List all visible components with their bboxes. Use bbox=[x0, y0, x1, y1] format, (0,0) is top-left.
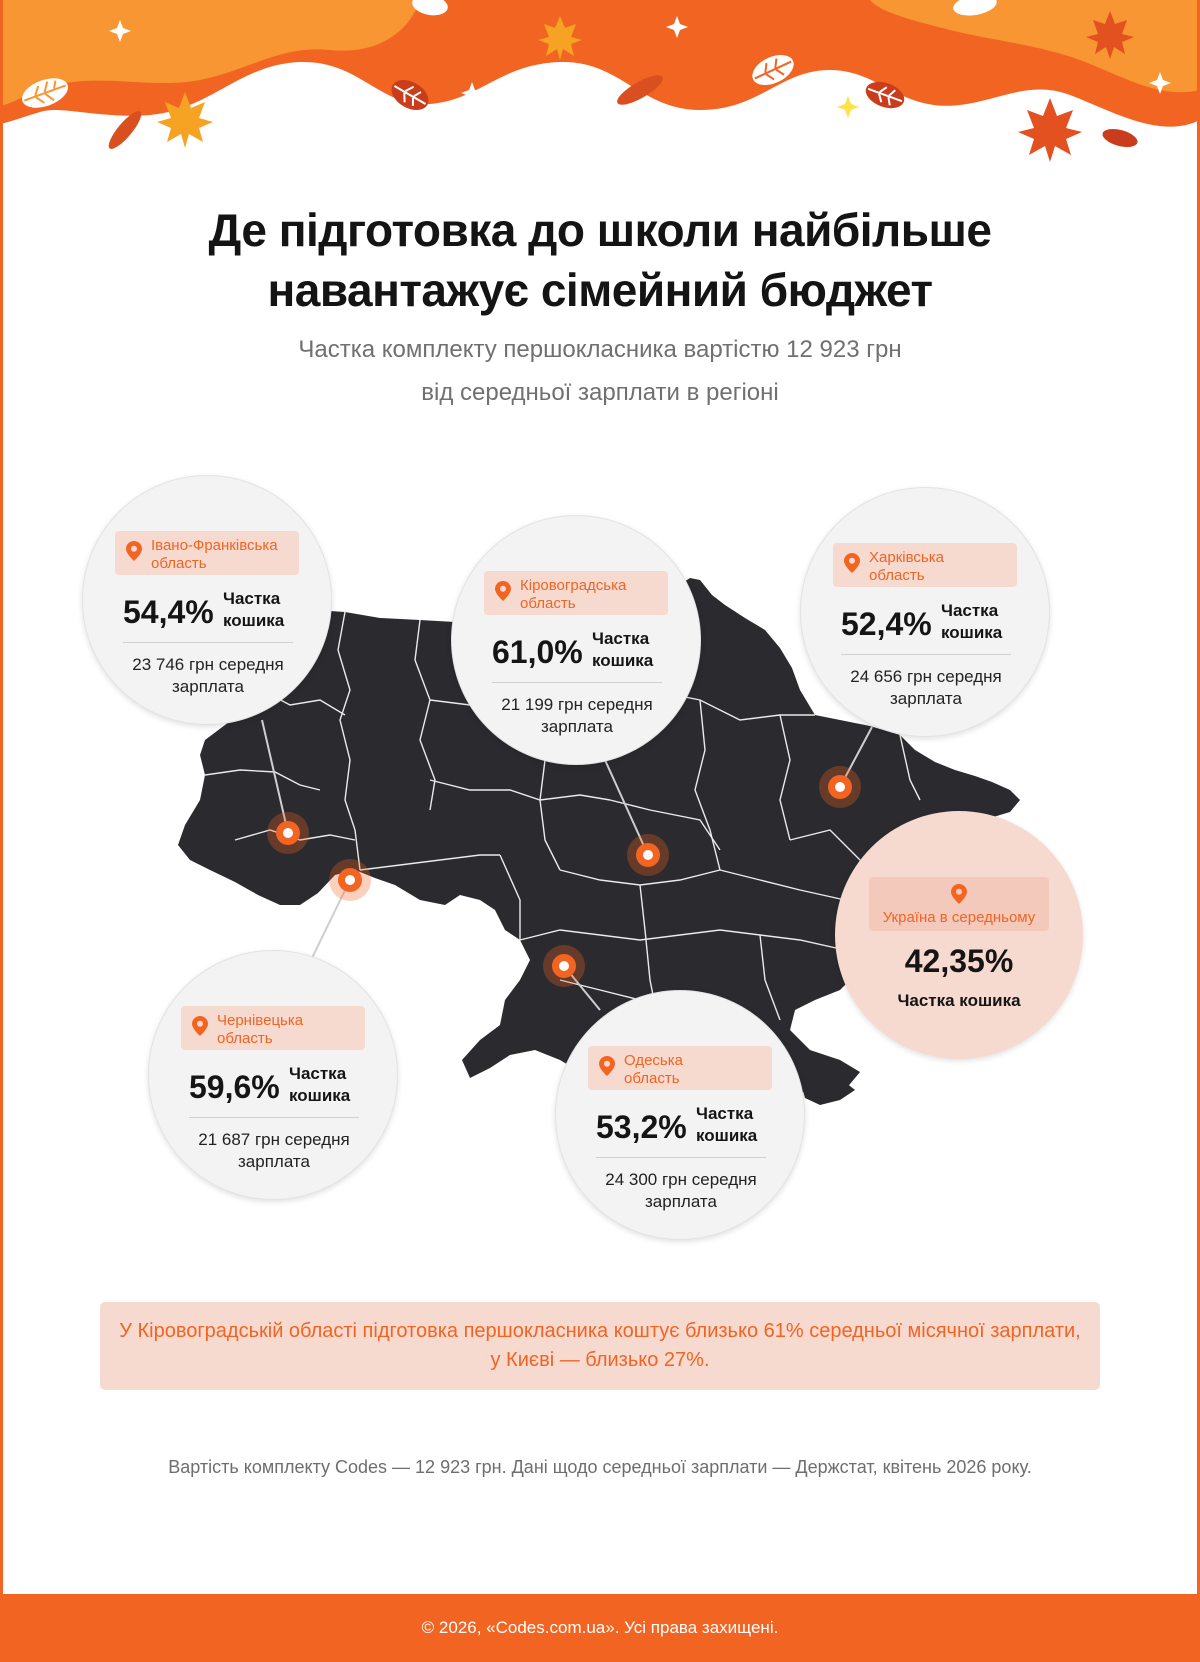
card-divider bbox=[492, 682, 662, 683]
share-label: Частка кошика bbox=[941, 601, 1003, 642]
autumn-leaf-icon bbox=[1102, 128, 1138, 148]
highlight-note: У Кіровоградській області підготовка пер… bbox=[100, 1302, 1100, 1390]
card-divider bbox=[123, 642, 293, 643]
region-name-tag: Кіровоградська область bbox=[484, 571, 668, 615]
region-name-tag: Івано-Франківська область bbox=[115, 531, 299, 575]
map-pin-icon bbox=[126, 541, 142, 561]
region-name-tag: Одеська область bbox=[588, 1046, 772, 1090]
average-salary: 24 300 грн середня зарплата bbox=[605, 1170, 757, 1211]
card-divider bbox=[596, 1157, 766, 1158]
connector-line-odesa bbox=[563, 965, 601, 1011]
maple-leaf-icon bbox=[538, 16, 582, 60]
map-pin-icon bbox=[599, 1056, 615, 1076]
share-label: Частка кошика bbox=[592, 629, 654, 670]
autumn-leaf-icon bbox=[391, 79, 429, 111]
autumn-leaf-icon bbox=[108, 111, 142, 149]
autumn-leaf-icon bbox=[412, 0, 448, 16]
map-marker-odesa bbox=[543, 945, 585, 987]
autumn-leaf-icon bbox=[22, 78, 68, 108]
autumn-leaf-icon bbox=[752, 54, 794, 86]
autumn-leaf-icon bbox=[617, 75, 663, 105]
average-salary: 21 687 грн середня зарплата bbox=[198, 1130, 350, 1171]
connector-line-kharkiv bbox=[839, 726, 873, 788]
share-percent: 52,4% bbox=[841, 606, 932, 642]
connector-line-chernivtsi bbox=[311, 879, 351, 959]
map-pin-icon bbox=[192, 1016, 208, 1036]
autumn-leaf-icon bbox=[865, 81, 905, 109]
average-salary: 23 746 грн середня зарплата bbox=[132, 655, 284, 696]
map-marker-ivano-frankivsk bbox=[267, 812, 309, 854]
page-subtitle: Частка комплекту першокласника вартістю … bbox=[298, 336, 902, 406]
region-name-tag: Чернівецька область bbox=[181, 1006, 365, 1050]
map-pin-icon bbox=[844, 553, 860, 573]
share-percent: 54,4% bbox=[123, 594, 214, 630]
region-card-ivano-frankivsk: Івано-Франківська область 54,4% Частка к… bbox=[82, 475, 332, 725]
map-marker-kirovohrad bbox=[627, 834, 669, 876]
map-marker-chernivtsi bbox=[329, 859, 371, 901]
copyright-text: © 2026, «Codes.com.ua». Усі права захище… bbox=[421, 1618, 779, 1637]
region-name-tag: Харківська область bbox=[833, 543, 1017, 587]
maple-leaf-icon bbox=[157, 92, 213, 148]
average-share-percent: 42,35% bbox=[904, 943, 1014, 979]
ukraine-average-card: Україна в середньому 42,35% Частка кошик… bbox=[835, 811, 1083, 1059]
average-salary: 24 656 грн середня зарплата bbox=[850, 667, 1002, 708]
map-crimea-shape bbox=[800, 1075, 855, 1105]
header-autumn-wave bbox=[0, 0, 1200, 162]
region-card-kharkiv: Харківська область 52,4% Частка кошика 2… bbox=[800, 487, 1050, 737]
share-percent: 53,2% bbox=[596, 1109, 687, 1145]
average-name-tag: Україна в середньому bbox=[869, 877, 1049, 931]
sparkle-icon bbox=[837, 96, 859, 118]
region-card-kirovohrad: Кіровоградська область 61,0% Частка коши… bbox=[451, 515, 701, 765]
card-divider bbox=[841, 654, 1011, 655]
maple-leaf-icon bbox=[227, 0, 263, 30]
share-label: Частка кошика bbox=[289, 1064, 351, 1105]
map-pin-icon bbox=[495, 581, 511, 601]
region-card-odesa: Одеська область 53,2% Частка кошика 24 3… bbox=[555, 990, 805, 1240]
connector-line-kirovohrad bbox=[604, 759, 649, 856]
page-title: Де підготовка до школи найбільше наванта… bbox=[208, 204, 992, 316]
maple-leaf-icon bbox=[1086, 11, 1134, 59]
share-percent: 61,0% bbox=[492, 634, 583, 670]
maple-leaf-icon bbox=[1018, 98, 1082, 162]
average-label: Україна в середньому bbox=[882, 909, 1036, 926]
card-divider bbox=[189, 1117, 359, 1118]
sparkle-icon bbox=[109, 16, 1171, 104]
average-share-label: Частка кошика bbox=[897, 991, 1021, 1010]
autumn-leaf-icon bbox=[953, 0, 997, 16]
share-percent: 59,6% bbox=[189, 1069, 280, 1105]
average-salary: 21 199 грн середня зарплата bbox=[501, 695, 653, 736]
source-note: Вартість комплекту Codes — 12 923 грн. Д… bbox=[168, 1457, 1032, 1477]
region-card-chernivtsi: Чернівецька область 59,6% Частка кошика … bbox=[148, 950, 398, 1200]
map-marker-kharkiv bbox=[819, 766, 861, 808]
share-label: Частка кошика bbox=[223, 589, 285, 630]
map-pin-icon bbox=[951, 884, 967, 904]
footer-bar: © 2026, «Codes.com.ua». Усі права захище… bbox=[0, 1594, 1200, 1662]
connector-line-ivano-frankivsk bbox=[261, 719, 289, 834]
share-label: Частка кошика bbox=[696, 1104, 758, 1145]
